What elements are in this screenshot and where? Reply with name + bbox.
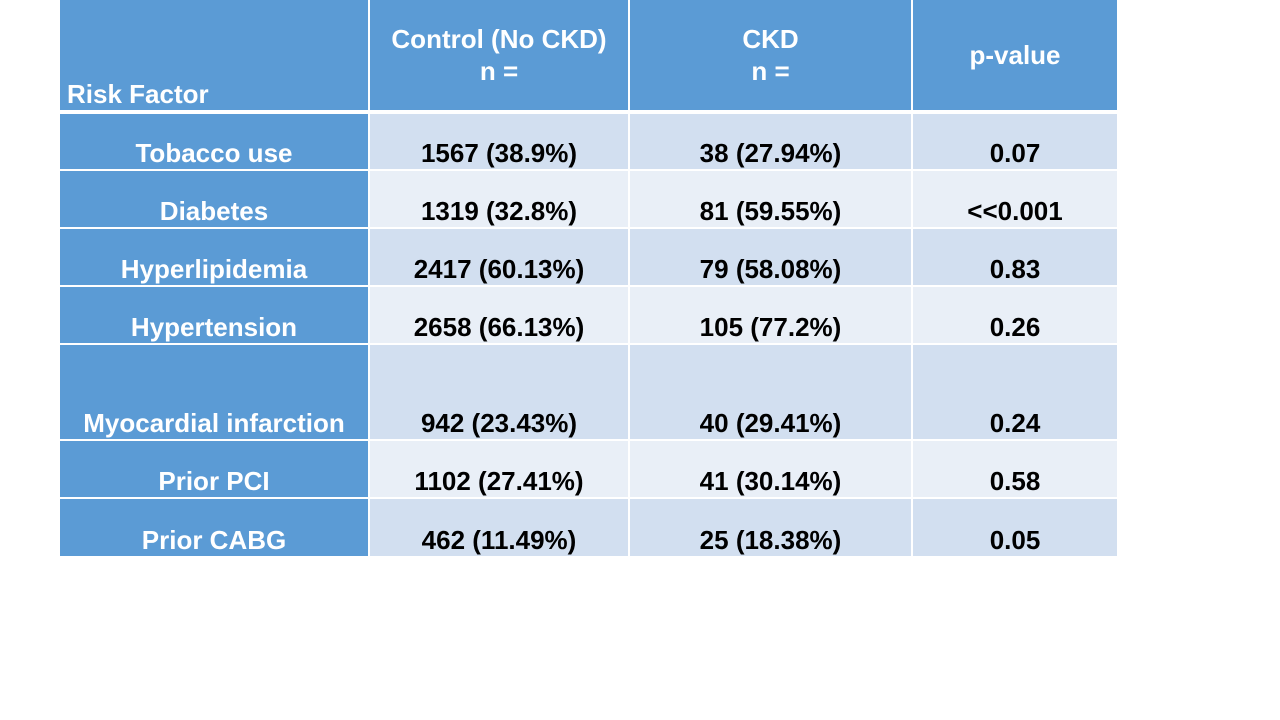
table-row: Hyperlipidemia 2417 (60.13%) 79 (58.08%)…	[60, 228, 1117, 287]
p-value-cell: 0.26	[912, 286, 1117, 345]
header-control-n: n =	[479, 56, 519, 86]
header-control: Control (No CKD) n =	[369, 0, 630, 114]
header-risk-factor-label: Risk Factor	[67, 79, 209, 109]
header-ckd-label: CKD	[742, 24, 799, 54]
p-value-cell: 0.07	[912, 112, 1117, 171]
p-value-cell: 0.05	[912, 498, 1117, 556]
header-ckd-n: n =	[751, 56, 790, 86]
ckd-cell: 40 (29.41%)	[629, 344, 913, 441]
risk-factor-cell: Myocardial infarction	[60, 344, 370, 441]
ckd-cell: 41 (30.14%)	[629, 440, 913, 499]
table-row: Hypertension 2658 (66.13%) 105 (77.2%) 0…	[60, 286, 1117, 345]
control-cell: 1102 (27.41%)	[369, 440, 630, 499]
risk-factor-cell: Prior PCI	[60, 440, 370, 499]
risk-factor-cell: Prior CABG	[60, 498, 370, 556]
risk-factor-cell: Tobacco use	[60, 112, 370, 171]
ckd-cell: 25 (18.38%)	[629, 498, 913, 556]
control-cell: 462 (11.49%)	[369, 498, 630, 556]
risk-factor-table: Risk Factor Control (No CKD) n = CKD n =…	[60, 0, 1117, 556]
table-row: Prior CABG 462 (11.49%) 25 (18.38%) 0.05	[60, 498, 1117, 556]
table-row: Myocardial infarction 942 (23.43%) 40 (2…	[60, 344, 1117, 441]
control-cell: 2658 (66.13%)	[369, 286, 630, 345]
p-value-cell: 0.24	[912, 344, 1117, 441]
header-p-value-label: p-value	[969, 40, 1061, 70]
table-row: Diabetes 1319 (32.8%) 81 (59.55%) <<0.00…	[60, 170, 1117, 229]
table-row: Tobacco use 1567 (38.9%) 38 (27.94%) 0.0…	[60, 112, 1117, 171]
risk-factor-cell: Diabetes	[60, 170, 370, 229]
table-row: Prior PCI 1102 (27.41%) 41 (30.14%) 0.58	[60, 440, 1117, 499]
control-cell: 1567 (38.9%)	[369, 112, 630, 171]
header-control-label: Control (No CKD)	[391, 24, 607, 54]
control-cell: 942 (23.43%)	[369, 344, 630, 441]
ckd-cell: 79 (58.08%)	[629, 228, 913, 287]
risk-factor-cell: Hypertension	[60, 286, 370, 345]
p-value-cell: 0.58	[912, 440, 1117, 499]
header-risk-factor: Risk Factor	[60, 0, 370, 114]
p-value-cell: <<0.001	[912, 170, 1117, 229]
control-cell: 2417 (60.13%)	[369, 228, 630, 287]
ckd-cell: 38 (27.94%)	[629, 112, 913, 171]
p-value-cell: 0.83	[912, 228, 1117, 287]
table-header-row: Risk Factor Control (No CKD) n = CKD n =…	[60, 0, 1117, 114]
ckd-cell: 81 (59.55%)	[629, 170, 913, 229]
control-cell: 1319 (32.8%)	[369, 170, 630, 229]
ckd-cell: 105 (77.2%)	[629, 286, 913, 345]
header-ckd: CKD n =	[629, 0, 913, 114]
header-p-value: p-value	[912, 0, 1117, 114]
risk-factor-cell: Hyperlipidemia	[60, 228, 370, 287]
